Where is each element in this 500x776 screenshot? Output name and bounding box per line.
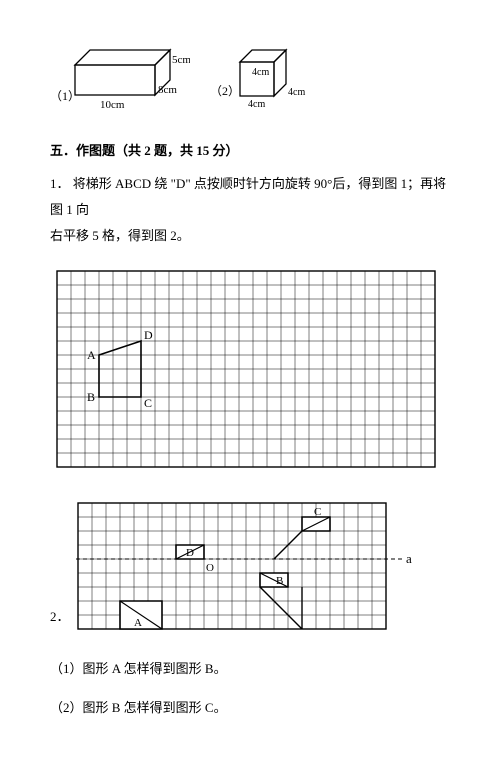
svg-text:B: B bbox=[276, 575, 283, 587]
cuboid-d: 8cm bbox=[158, 84, 177, 96]
q1-line2: 右平移 5 格，得到图 2。 bbox=[50, 228, 190, 243]
cuboid-svg: 5cm 8cm 10cm （1） bbox=[50, 40, 190, 110]
svg-text:C: C bbox=[314, 506, 321, 518]
cube-bottom: 4cm bbox=[248, 99, 265, 110]
cuboid-h: 5cm bbox=[172, 54, 190, 66]
svg-text:A: A bbox=[134, 617, 142, 629]
cuboid-group: 5cm 8cm 10cm （1） bbox=[50, 40, 190, 110]
solids-row: 5cm 8cm 10cm （1） 4cm 4cm 4cm （2） bbox=[50, 40, 450, 110]
cube-right: 4cm bbox=[288, 87, 305, 98]
cuboid-num: （1） bbox=[50, 89, 80, 103]
q1-text: 1． 将梯形 ABCD 绕 "D" 点按顺时针方向旋转 90°后，得到图 1；再… bbox=[50, 171, 450, 249]
cube-group: 4cm 4cm 4cm （2） bbox=[210, 40, 320, 110]
section-title: 五．作图题（共 2 题，共 15 分） bbox=[50, 140, 450, 159]
svg-text:O: O bbox=[206, 562, 214, 574]
cube-num: （2） bbox=[210, 84, 240, 98]
q2-sub1: （1）图形 A 怎样得到图形 B。 bbox=[50, 658, 450, 677]
svg-text:D: D bbox=[144, 328, 153, 342]
cube-svg: 4cm 4cm 4cm （2） bbox=[210, 40, 320, 110]
svg-text:D: D bbox=[186, 547, 194, 559]
svg-text:B: B bbox=[87, 390, 95, 404]
q1-line1: 将梯形 ABCD 绕 "D" 点按顺时针方向旋转 90°后，得到图 1；再将图 … bbox=[50, 176, 446, 217]
svg-text:A: A bbox=[87, 348, 96, 362]
svg-text:a: a bbox=[406, 551, 412, 566]
q1-grid: D A B C bbox=[50, 264, 450, 474]
q1-grid-svg: D A B C bbox=[50, 264, 442, 474]
q1-num: 1． bbox=[50, 176, 70, 191]
svg-text:C: C bbox=[144, 396, 152, 410]
cuboid-w: 10cm bbox=[100, 99, 125, 110]
q2-grid: 2． a OD A B C bbox=[50, 499, 450, 633]
q2-grid-svg: a OD A B C bbox=[74, 499, 412, 633]
q2-num: 2． bbox=[50, 606, 70, 625]
cube-top: 4cm bbox=[252, 67, 269, 78]
